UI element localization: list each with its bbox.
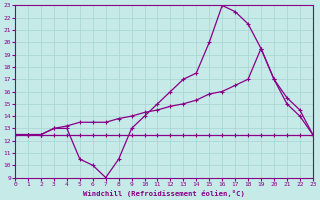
- X-axis label: Windchill (Refroidissement éolien,°C): Windchill (Refroidissement éolien,°C): [83, 190, 245, 197]
